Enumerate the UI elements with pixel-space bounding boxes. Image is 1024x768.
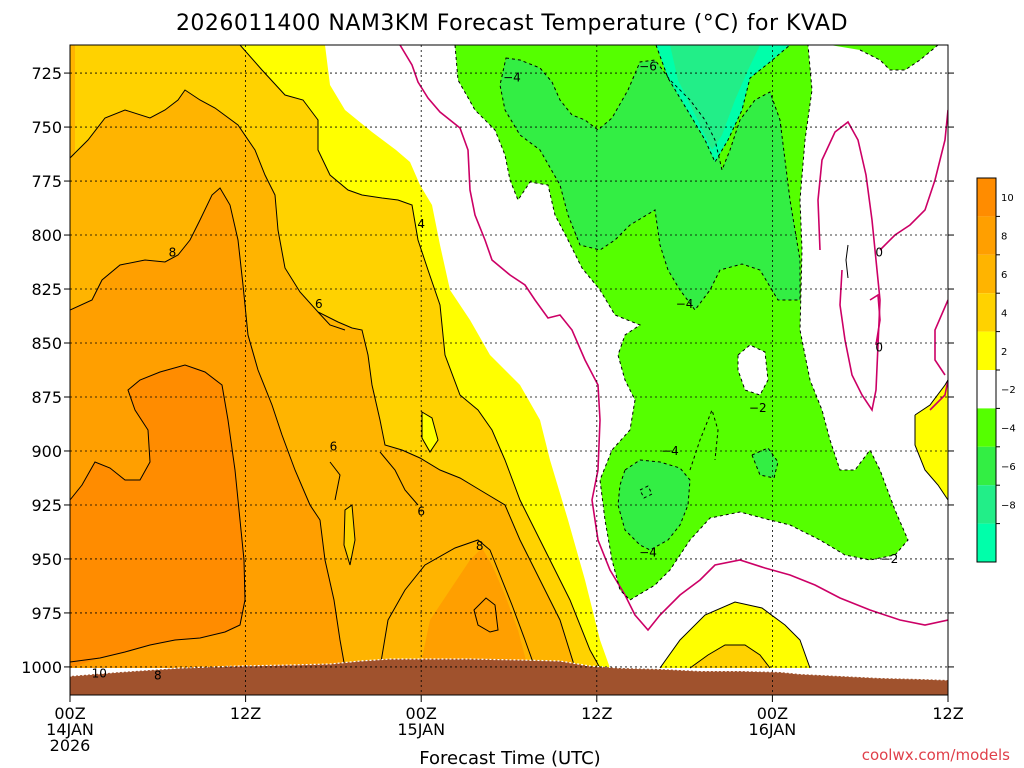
- contour-label: 10: [92, 666, 107, 680]
- contour-label: 8: [476, 539, 484, 553]
- x-tick-label: 12Z: [932, 704, 963, 723]
- chart-title: 2026011400 NAM3KM Forecast Temperature (…: [176, 11, 848, 36]
- credit-text: coolwx.com/models: [862, 746, 1010, 764]
- y-tick-label: 775: [31, 172, 62, 191]
- colorbar-tick-label: 4: [1001, 308, 1007, 319]
- colorbar-swatch: [977, 216, 996, 255]
- x-tick-label: 00Z: [54, 704, 85, 723]
- contour-label: 0: [875, 340, 883, 354]
- temp-band-minus4-to-minus6: [618, 460, 690, 550]
- x-axis-title: Forecast Time (UTC): [419, 748, 600, 768]
- x-tick-label: 12Z: [581, 704, 612, 723]
- colorbar-tick-label: −6: [1001, 462, 1016, 473]
- temp-band-2-to-4-blob-b: [422, 412, 438, 452]
- x-tick-label: 12Z: [230, 704, 261, 723]
- colorbar-swatch: [977, 293, 996, 332]
- plot-frame: [69, 44, 949, 696]
- x-tick-label: 00Z: [757, 704, 788, 723]
- y-tick-label: 900: [31, 442, 62, 461]
- contour-label: −2: [881, 552, 899, 566]
- y-tick-label: 1000: [21, 658, 62, 677]
- contour-label: −4: [639, 545, 657, 559]
- terrain-surface: [70, 659, 948, 695]
- contour-label: −4: [676, 297, 694, 311]
- contour-label: −6: [639, 60, 657, 74]
- y-tick-label: 725: [31, 64, 62, 83]
- temp-band-minus6-to-minus8-core: [670, 45, 760, 150]
- x-tick-label: 2026: [50, 736, 91, 755]
- contour-label: −4: [503, 70, 521, 84]
- colorbar-tick-label: 8: [1001, 232, 1007, 243]
- colorbar-swatch: [977, 446, 996, 486]
- colorbar-swatch: [977, 178, 996, 217]
- colorbar-swatch: [977, 370, 996, 409]
- temp-band-near-zero-pocket-a: [738, 345, 768, 395]
- grid-lines: [69, 45, 949, 695]
- colorbar-swatch: [977, 408, 996, 447]
- temp-band-8-to-10-right-core: [420, 548, 528, 668]
- x-tick-label: 14JAN: [46, 720, 94, 739]
- y-tick-label: 800: [31, 226, 62, 245]
- contour-label: 6: [330, 440, 338, 454]
- colorbar-tick-label: −4: [1001, 424, 1016, 435]
- colorbar-tick-label: 6: [1001, 270, 1007, 281]
- y-tick-label: 950: [31, 550, 62, 569]
- y-tick-label: 825: [31, 280, 62, 299]
- temp-band-minus4-to-minus6-north: [500, 58, 800, 310]
- x-tick-label: 15JAN: [397, 720, 445, 739]
- colorbar-tick-label: −8: [1001, 500, 1016, 511]
- colorbar-tick-label: −2: [1001, 385, 1016, 396]
- temp-band-near-zero-pocket-b: [752, 448, 778, 478]
- y-tick-label: 925: [31, 496, 62, 515]
- contour-label: 8: [169, 245, 177, 259]
- temp-band-10-to-12: [70, 365, 245, 668]
- temp-band-4-to-6-lowright: [690, 645, 770, 668]
- contour-label: 8: [154, 669, 162, 683]
- terrain-edge: [70, 658, 948, 681]
- x-tick-label: 16JAN: [749, 720, 797, 739]
- colorbar-swatch: [977, 523, 996, 562]
- contour-label: 6: [315, 297, 323, 311]
- contour-label: 4: [417, 217, 425, 231]
- colorbar-swatch: [977, 331, 996, 370]
- y-tick-label: 850: [31, 334, 62, 353]
- temp-band-10-to-12-small: [474, 598, 498, 632]
- colorbar-swatch: [977, 485, 996, 524]
- positive-isotherms: [70, 45, 948, 669]
- contour-label: −4: [661, 444, 679, 458]
- negative-isotherms: [454, 45, 939, 601]
- contour-label: −2: [749, 401, 767, 415]
- y-tick-label: 875: [31, 388, 62, 407]
- temp-band-2-to-4-blob-a: [344, 505, 355, 565]
- colorbar: 10 8 6 4 2 −2 −4 −6 −8: [976, 177, 1016, 563]
- x-tick-label: 00Z: [406, 704, 437, 723]
- y-tick-label: 750: [31, 118, 62, 137]
- contour-label: 0: [875, 245, 883, 259]
- y-tick-label: 975: [31, 604, 62, 623]
- colorbar-tick-label: 2: [1001, 347, 1007, 358]
- colorbar-tick-label: 10: [1001, 193, 1014, 204]
- colorbar-swatch: [977, 254, 996, 294]
